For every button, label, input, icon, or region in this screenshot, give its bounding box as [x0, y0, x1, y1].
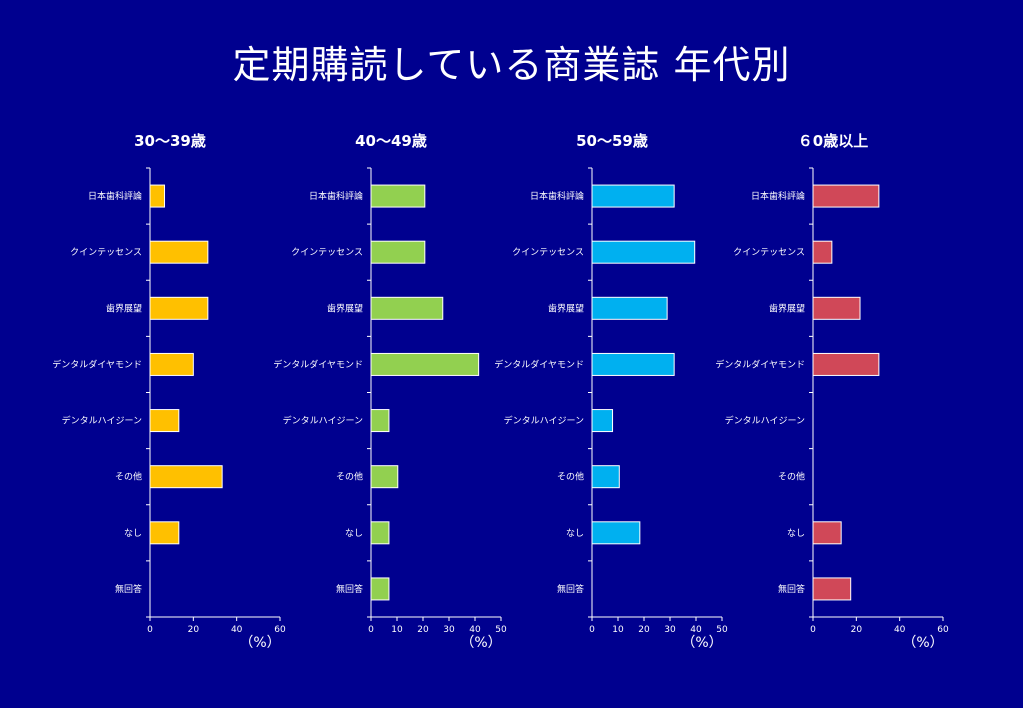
x-axis-unit-label: （%）	[460, 635, 501, 651]
x-tick-label: 30	[443, 625, 455, 635]
bar	[149, 465, 223, 489]
bar	[591, 409, 614, 433]
bar	[591, 521, 641, 545]
category-label: 無回答	[778, 583, 805, 595]
category-label: デンタルハイジーン	[283, 415, 363, 427]
bar	[370, 577, 390, 601]
bar	[149, 184, 166, 208]
bar	[591, 465, 620, 489]
category-label: 歯界展望	[106, 302, 142, 314]
x-tick-label: 0	[368, 625, 374, 635]
category-label: デンタルハイジーン	[504, 415, 584, 427]
category-label: デンタルハイジーン	[62, 415, 142, 427]
category-label: クインテッセンス	[733, 247, 805, 258]
bar	[370, 184, 426, 208]
category-label: デンタルダイヤモンド	[494, 358, 584, 370]
category-label: 無回答	[115, 583, 142, 595]
bar	[591, 240, 696, 264]
category-label: クインテッセンス	[512, 247, 584, 258]
x-tick-label: 30	[664, 625, 676, 635]
x-tick-label: 20	[417, 625, 429, 635]
category-label: デンタルハイジーン	[725, 415, 805, 427]
bar	[370, 465, 399, 489]
bar	[812, 296, 861, 320]
category-label: 日本歯科評論	[88, 190, 142, 202]
panel-title: ６0歳以上	[798, 132, 868, 150]
x-tick-label: 40	[690, 625, 702, 635]
x-tick-label: 0	[147, 625, 153, 635]
x-axis-unit-label: （%）	[902, 635, 943, 651]
x-tick-label: 40	[231, 625, 243, 635]
x-axis-unit-label: （%）	[681, 635, 722, 651]
x-tick-label: 40	[469, 625, 481, 635]
category-label: 無回答	[557, 583, 584, 595]
category-label: なし	[345, 528, 363, 539]
category-label: クインテッセンス	[291, 247, 363, 258]
category-label: クインテッセンス	[70, 247, 142, 258]
bar	[591, 352, 675, 376]
bar	[370, 352, 480, 376]
x-tick-label: 10	[612, 625, 624, 635]
x-tick-label: 40	[894, 625, 906, 635]
category-label: 歯界展望	[548, 302, 584, 314]
category-label: デンタルダイヤモンド	[715, 358, 805, 370]
category-label: その他	[778, 471, 805, 483]
category-label: 日本歯科評論	[530, 190, 584, 202]
category-label: 日本歯科評論	[751, 190, 805, 202]
category-label: なし	[124, 528, 142, 539]
category-label: デンタルダイヤモンド	[52, 358, 142, 370]
bar	[812, 352, 880, 376]
x-tick-label: 0	[810, 625, 816, 635]
x-tick-label: 60	[274, 625, 286, 635]
bar	[812, 521, 842, 545]
category-label: その他	[557, 471, 584, 483]
category-label: なし	[566, 528, 584, 539]
bar	[812, 577, 852, 601]
category-label: 日本歯科評論	[309, 190, 363, 202]
bar	[149, 296, 209, 320]
category-label: 無回答	[336, 583, 363, 595]
panel-title: 30～39歳	[134, 132, 206, 150]
category-label: 歯界展望	[327, 302, 363, 314]
bar	[370, 409, 390, 433]
category-label: なし	[787, 528, 805, 539]
x-tick-label: 20	[188, 625, 200, 635]
bar	[591, 296, 668, 320]
bar	[149, 352, 194, 376]
bar	[370, 240, 426, 264]
panel-title: 40～49歳	[355, 132, 427, 150]
bar	[812, 240, 833, 264]
category-label: デンタルダイヤモンド	[273, 358, 363, 370]
bar	[591, 184, 675, 208]
bar	[812, 184, 880, 208]
x-tick-label: 50	[495, 625, 507, 635]
panel-title: 50～59歳	[576, 132, 648, 150]
bar	[149, 409, 180, 433]
x-tick-label: 20	[851, 625, 863, 635]
bar	[370, 521, 390, 545]
category-label: 歯界展望	[769, 302, 805, 314]
x-tick-label: 50	[716, 625, 728, 635]
bar	[370, 296, 444, 320]
category-label: その他	[336, 471, 363, 483]
bar	[149, 521, 180, 545]
bar	[149, 240, 209, 264]
x-tick-label: 20	[638, 625, 650, 635]
x-tick-label: 0	[589, 625, 595, 635]
category-label: その他	[115, 471, 142, 483]
x-tick-label: 10	[391, 625, 403, 635]
x-tick-label: 60	[937, 625, 949, 635]
slide-title: 定期購読している商業誌 年代別	[232, 43, 791, 87]
x-axis-unit-label: （%）	[239, 635, 280, 651]
